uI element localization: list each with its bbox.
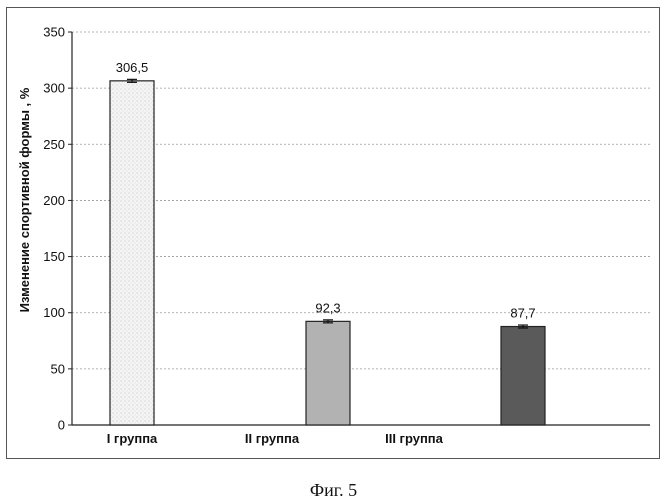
bars (110, 79, 545, 425)
y-tick-label: 50 (51, 361, 65, 376)
y-tick-label: 350 (43, 25, 65, 40)
bar-chart: 0 50 100 150 200 250 300 350 306,5 I группа 92,3 II… (0, 0, 667, 470)
y-axis-label: Изменение спортивной формы , % (17, 87, 32, 312)
y-tick-label: 150 (43, 249, 65, 264)
x-category-label: I группа (107, 431, 158, 446)
data-label: 92,3 (315, 300, 340, 315)
y-tick-label: 250 (43, 137, 65, 152)
x-category-label: III группа (385, 431, 444, 446)
bar (110, 81, 154, 425)
bar (306, 321, 350, 425)
y-tick-label: 300 (43, 81, 65, 96)
y-tick-label: 200 (43, 193, 65, 208)
figure-caption: Фиг. 5 (0, 480, 667, 501)
data-label: 87,7 (510, 306, 535, 321)
y-tick-label: 0 (58, 418, 65, 433)
gridlines (72, 32, 650, 369)
axes (68, 32, 650, 425)
bar (501, 327, 545, 425)
x-category-label: II группа (245, 431, 300, 446)
data-label: 306,5 (116, 60, 149, 75)
y-tick-label: 100 (43, 305, 65, 320)
